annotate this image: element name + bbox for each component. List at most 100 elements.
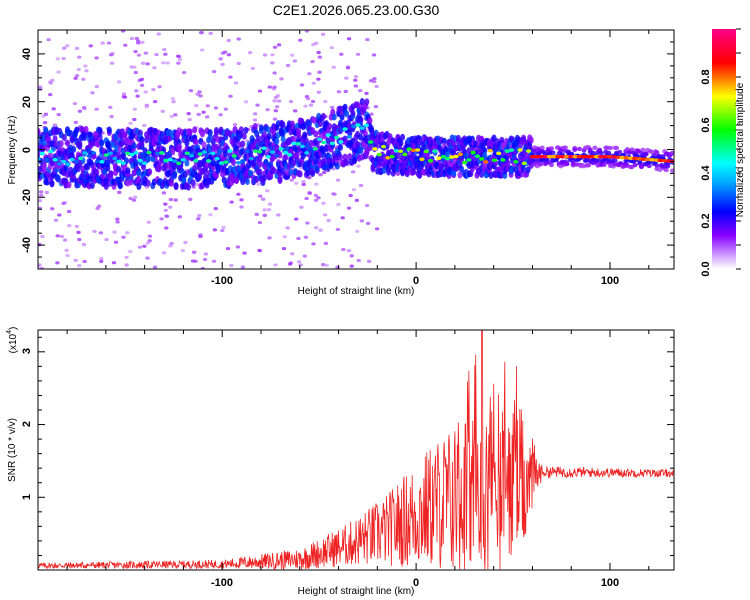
spectrogram-speckle [311, 81, 316, 85]
spectrogram-band-cell [213, 129, 219, 137]
spectrogram-speckle [109, 114, 114, 119]
spectrogram-speckle [147, 234, 153, 238]
snr-xaxis-label: Height of straight line (km) [298, 586, 415, 597]
spectrogram-band-cell [244, 178, 250, 186]
spectrogram-core-cell [146, 150, 152, 155]
spectrogram-speckle [355, 229, 360, 233]
spectrogram-band-cell [108, 170, 114, 178]
spectrogram-band-cell [572, 147, 578, 152]
spectrogram-speckle [276, 99, 282, 103]
spectrogram-speckle [122, 95, 128, 99]
spectrogram-speckle [38, 198, 43, 203]
spectrogram-speckle [229, 263, 234, 268]
spectrogram-speckle [173, 113, 178, 117]
spectrogram-core-cell [363, 123, 370, 128]
spectrogram-speckle [156, 32, 161, 36]
spectrogram-core-cell [265, 154, 271, 159]
spectrogram-speckle [213, 206, 218, 211]
spectrogram-band-cell [131, 142, 137, 150]
spectrogram-band-cell [364, 98, 370, 106]
spectrogram-band-cell [255, 134, 261, 142]
spectrogram-speckle [62, 238, 68, 242]
spectrogram-speckle [64, 248, 69, 252]
spectrogram-speckle [140, 61, 146, 65]
spectrogram-speckle [57, 213, 62, 217]
spectrogram-speckle [242, 251, 247, 255]
spectrogram-core-cell [65, 162, 71, 167]
spectrogram-speckle [220, 228, 225, 233]
spectrogram-core-cell [500, 158, 506, 162]
spectrogram-core-cell [112, 156, 118, 161]
spectrogram-band-cell [646, 163, 652, 169]
spectrogram-speckle [250, 66, 255, 71]
spectrogram-core-cell [150, 158, 156, 162]
spectrogram-band-cell [564, 161, 570, 167]
spectrogram-core-cell [48, 149, 54, 154]
spectrogram-band-cell [607, 145, 613, 151]
spectrogram-speckle [135, 94, 140, 98]
spectrogram-speckle [44, 190, 50, 195]
spectrogram-speckle [113, 240, 119, 244]
spectrogram-band-cell [258, 124, 264, 132]
spectrogram-speckle [176, 61, 181, 65]
spectrogram-core-cell [95, 159, 101, 164]
spectrogram-speckle [294, 181, 299, 185]
spectrogram-core-cell [316, 137, 323, 142]
spectrogram-speckle [99, 256, 104, 261]
spectrogram-band-cell [193, 138, 199, 146]
spectrogram-speckle [314, 182, 319, 186]
spectrogram-speckle [187, 118, 192, 122]
spectrogram-speckle [258, 194, 263, 198]
spectrogram-core-cell [461, 160, 468, 165]
spectrogram-speckle [320, 32, 326, 36]
spectrogram-speckle [145, 241, 150, 245]
spectrogram-speckle [356, 258, 361, 263]
spectrogram-core-cell [466, 158, 472, 162]
spectrogram-band-cell [201, 141, 207, 149]
spectrogram-speckle [279, 77, 284, 81]
spectrogram-speckle [146, 220, 151, 224]
spectrogram-speckle [133, 70, 138, 75]
spectrogram-core-cell [295, 141, 301, 146]
spectrogram-band-cell [77, 140, 83, 148]
spectrogram-core-cell [517, 148, 523, 152]
spectrogram-speckle [96, 204, 102, 208]
spectrogram-band-cell [74, 126, 80, 134]
spectrogram-band-cell [66, 181, 72, 189]
spectrogram-speckle [276, 213, 281, 217]
snr-xtick-label: 100 [601, 577, 619, 589]
spectrogram-speckle [77, 264, 82, 268]
spectrogram-speckle [335, 265, 340, 269]
spectrogram-band-cell [296, 131, 302, 139]
spectrogram-speckle [273, 109, 279, 113]
spectrogram-band-cell [657, 167, 663, 173]
spectrogram-speckle [74, 73, 80, 78]
spectrogram-speckle [358, 183, 364, 188]
spectrogram-speckle [197, 213, 202, 218]
spectrogram-speckle [321, 201, 326, 205]
spectrogram-band-cell [576, 146, 582, 152]
spectrogram-band-cell [592, 145, 598, 151]
spec-xtick-label: -100 [211, 275, 233, 287]
spectrogram-core-cell [120, 161, 126, 165]
spectrogram-band-cell [230, 158, 236, 166]
spec-ytick-label: -20 [21, 189, 33, 205]
spectrogram-band-cell [140, 163, 146, 171]
spectrogram-speckle [120, 30, 126, 33]
spectrogram-speckle [303, 104, 308, 108]
spectrogram-speckle [276, 43, 282, 47]
spectrogram-core-cell [56, 162, 62, 166]
snr-frame [37, 329, 675, 571]
spectrogram-band-cell [482, 152, 488, 160]
spectrogram-band-cell [550, 150, 556, 155]
spectrogram-speckle [272, 85, 277, 89]
spectrogram-speckle [257, 249, 262, 253]
spectrogram-speckle [61, 201, 66, 206]
spectrogram-band-cell [49, 180, 55, 188]
spectrogram-core-cell [257, 149, 263, 154]
spectrogram-speckle [142, 244, 147, 248]
spectrogram-core-cell [508, 148, 515, 152]
spectrogram-band-cell [216, 148, 222, 156]
spectrogram-band-cell [669, 150, 674, 156]
spectrogram-speckle [313, 226, 319, 230]
